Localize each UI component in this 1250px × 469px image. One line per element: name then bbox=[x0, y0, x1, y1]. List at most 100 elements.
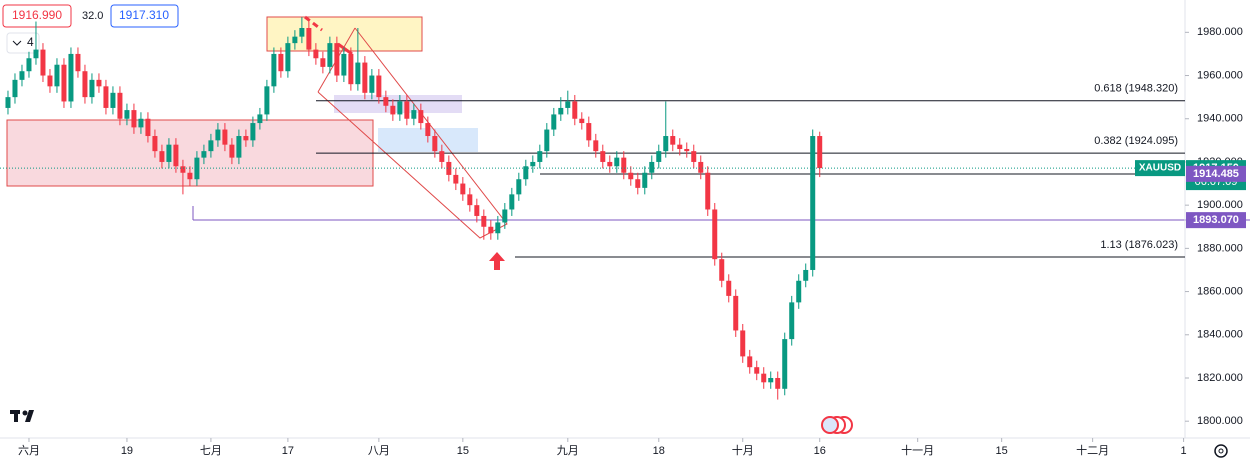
y-tick-label: 1980.000 bbox=[1197, 26, 1243, 38]
price-line-tag bbox=[1186, 165, 1246, 182]
y-tick-label: 1940.000 bbox=[1197, 113, 1243, 125]
indicator-toggle[interactable] bbox=[6, 32, 40, 54]
candle-body bbox=[516, 179, 522, 195]
bid-box[interactable] bbox=[2, 4, 72, 28]
candle-body bbox=[117, 92, 123, 119]
candle-body bbox=[726, 280, 732, 296]
fib-label: 0.618 (1948.320) bbox=[1094, 83, 1178, 95]
candle-body bbox=[530, 161, 536, 167]
symbol-label: XAUUSD bbox=[1139, 163, 1181, 174]
candle-body bbox=[551, 114, 557, 130]
candle-body bbox=[348, 53, 354, 85]
candle-body bbox=[481, 215, 487, 227]
candle-body bbox=[299, 28, 305, 37]
x-tick-label: 15 bbox=[457, 445, 469, 457]
candle-body bbox=[523, 166, 529, 180]
candle-body bbox=[383, 97, 389, 106]
candle-body bbox=[432, 136, 438, 152]
spread: 32.0 bbox=[82, 10, 103, 22]
ask-price: 1917.310 bbox=[119, 8, 169, 22]
candle-body bbox=[572, 101, 578, 119]
y-tick-label: 1900.000 bbox=[1197, 199, 1243, 211]
candle-body bbox=[75, 53, 81, 72]
candle-body bbox=[558, 107, 564, 115]
candle-body bbox=[264, 86, 270, 115]
candle-body bbox=[89, 79, 95, 98]
candle-body bbox=[376, 75, 382, 98]
candle-body bbox=[691, 151, 697, 162]
candle-body bbox=[677, 144, 683, 149]
candle-body bbox=[397, 101, 403, 115]
candle-body bbox=[782, 339, 788, 389]
candle-body bbox=[747, 356, 753, 368]
x-tick-label: 17 bbox=[282, 445, 294, 457]
candle-body bbox=[670, 136, 676, 145]
candle-body bbox=[712, 209, 718, 260]
candle-body bbox=[621, 157, 627, 173]
candle-body bbox=[110, 92, 116, 108]
candle-body bbox=[474, 205, 480, 216]
candle-body bbox=[334, 43, 340, 76]
candle-body bbox=[222, 129, 228, 145]
fib-label: 1.13 (1876.023) bbox=[1100, 239, 1178, 251]
candle-body bbox=[600, 151, 606, 162]
candle-body bbox=[663, 136, 669, 152]
settings-icon[interactable] bbox=[1214, 444, 1228, 458]
x-tick-label: 十一月 bbox=[901, 443, 934, 457]
x-tick-label: 十二月 bbox=[1076, 443, 1109, 457]
candle-body bbox=[453, 174, 459, 184]
candle-body bbox=[159, 151, 165, 162]
candle-body bbox=[390, 105, 396, 115]
candle-body bbox=[215, 129, 221, 141]
candle-body bbox=[684, 148, 690, 152]
candle-body bbox=[754, 367, 760, 374]
price-line-label: 1914.485 bbox=[1193, 168, 1239, 180]
candle-body bbox=[26, 58, 32, 72]
indicator-count: 4 bbox=[27, 35, 34, 49]
ask-box[interactable] bbox=[110, 4, 179, 28]
candle-body bbox=[257, 114, 263, 124]
x-tick-label: 15 bbox=[996, 445, 1008, 457]
x-tick-label: 1 bbox=[1181, 445, 1187, 457]
price-line-label: 1893.070 bbox=[1193, 214, 1239, 226]
candle-body bbox=[579, 118, 585, 124]
candle-body bbox=[467, 194, 473, 206]
x-tick-label: 七月 bbox=[200, 444, 222, 457]
x-tick-label: 八月 bbox=[368, 445, 390, 457]
candle-body bbox=[278, 53, 284, 72]
candle-body bbox=[656, 151, 662, 162]
candle-body bbox=[586, 123, 592, 141]
candle-body bbox=[152, 136, 158, 152]
candle-body bbox=[180, 166, 186, 173]
candle-body bbox=[607, 161, 613, 167]
candle-body bbox=[649, 161, 655, 173]
candle-body bbox=[5, 97, 11, 108]
candle-body bbox=[243, 136, 249, 141]
candle-body bbox=[719, 259, 725, 281]
candle-body bbox=[313, 49, 319, 59]
candle-body bbox=[404, 101, 410, 119]
candle-body bbox=[341, 53, 347, 76]
x-tick-label: 十月 bbox=[732, 443, 754, 457]
candle-body bbox=[138, 118, 144, 128]
candle-body bbox=[768, 377, 774, 383]
candle-body bbox=[460, 183, 466, 195]
candle-body bbox=[306, 28, 312, 50]
candle-body bbox=[47, 75, 53, 87]
candle-body bbox=[362, 62, 368, 93]
y-tick-label: 1960.000 bbox=[1197, 69, 1243, 81]
candle-body bbox=[61, 64, 67, 102]
candle-body bbox=[495, 222, 501, 234]
candle-body bbox=[327, 43, 333, 67]
candle-body bbox=[208, 140, 214, 152]
candle-body bbox=[614, 157, 620, 167]
candle-body bbox=[33, 49, 39, 59]
path-arrow bbox=[304, 15, 323, 32]
candle-body bbox=[145, 118, 151, 137]
candle-body bbox=[96, 79, 102, 87]
candle-body bbox=[250, 123, 256, 141]
x-tick-label: 18 bbox=[653, 445, 665, 457]
candle-body bbox=[775, 377, 781, 389]
chevron bbox=[12, 40, 22, 46]
